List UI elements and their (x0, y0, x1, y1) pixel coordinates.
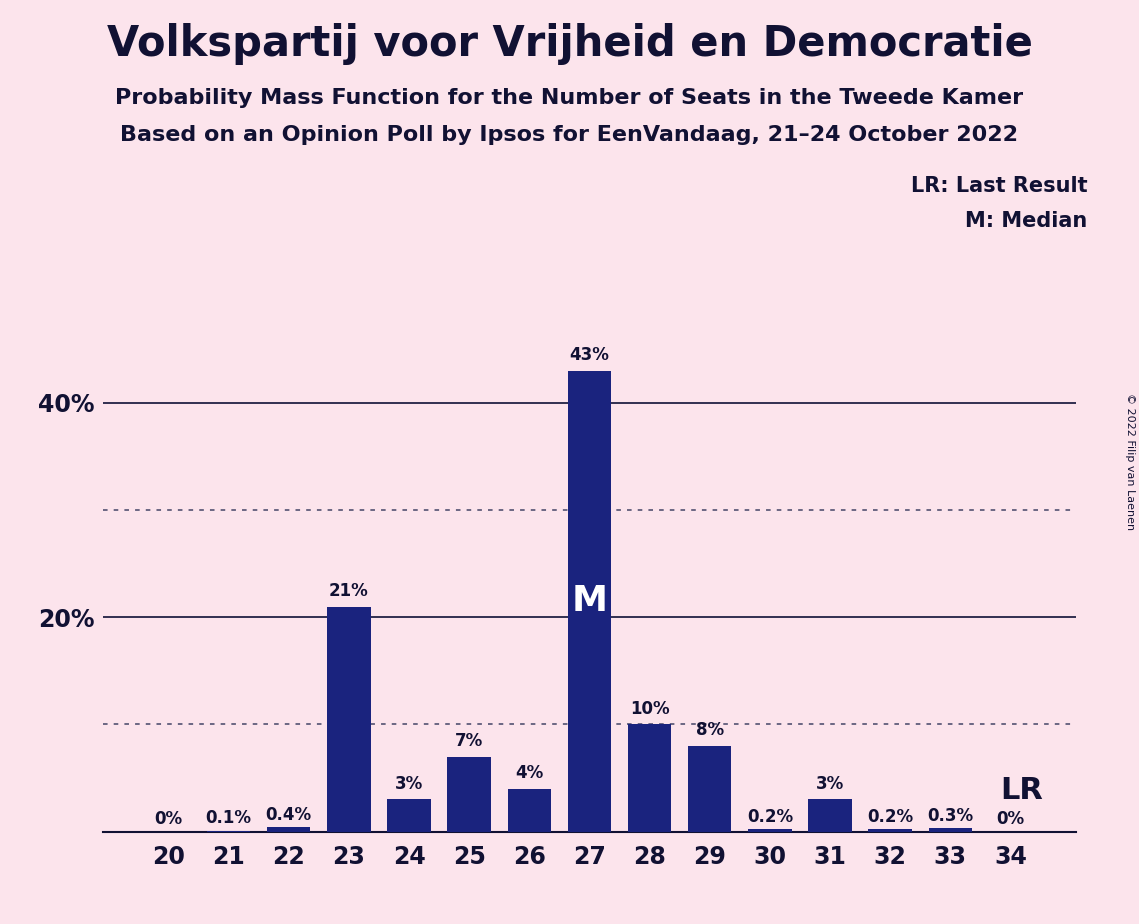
Text: 0.3%: 0.3% (927, 808, 974, 825)
Text: 0%: 0% (155, 810, 182, 829)
Text: Based on an Opinion Poll by Ipsos for EenVandaag, 21–24 October 2022: Based on an Opinion Poll by Ipsos for Ee… (121, 125, 1018, 145)
Bar (327, 606, 370, 832)
Bar (448, 757, 491, 832)
Text: LR: LR (1001, 776, 1043, 806)
Text: 0.2%: 0.2% (867, 808, 913, 826)
Text: M: M (572, 584, 607, 618)
Text: 0.1%: 0.1% (205, 809, 252, 827)
Bar (207, 831, 251, 832)
Bar (748, 830, 792, 832)
Bar (688, 746, 731, 832)
Text: M: Median: M: Median (966, 211, 1088, 231)
Text: Probability Mass Function for the Number of Seats in the Tweede Kamer: Probability Mass Function for the Number… (115, 88, 1024, 108)
Text: 0%: 0% (997, 810, 1024, 829)
Bar (567, 371, 612, 832)
Text: 0.2%: 0.2% (747, 808, 793, 826)
Text: LR: Last Result: LR: Last Result (911, 176, 1088, 196)
Text: 8%: 8% (696, 722, 723, 739)
Text: 10%: 10% (630, 700, 670, 718)
Bar (869, 830, 912, 832)
Text: Volkspartij voor Vrijheid en Democratie: Volkspartij voor Vrijheid en Democratie (107, 23, 1032, 65)
Text: 3%: 3% (395, 775, 423, 793)
Text: © 2022 Filip van Laenen: © 2022 Filip van Laenen (1125, 394, 1134, 530)
Bar (508, 789, 551, 832)
Text: 43%: 43% (570, 346, 609, 364)
Bar (628, 724, 671, 832)
Bar (387, 799, 431, 832)
Text: 0.4%: 0.4% (265, 806, 312, 824)
Text: 4%: 4% (515, 764, 543, 783)
Bar (267, 827, 310, 832)
Text: 21%: 21% (329, 582, 369, 600)
Bar (928, 829, 972, 832)
Bar (809, 799, 852, 832)
Text: 3%: 3% (816, 775, 844, 793)
Text: 7%: 7% (454, 732, 483, 750)
